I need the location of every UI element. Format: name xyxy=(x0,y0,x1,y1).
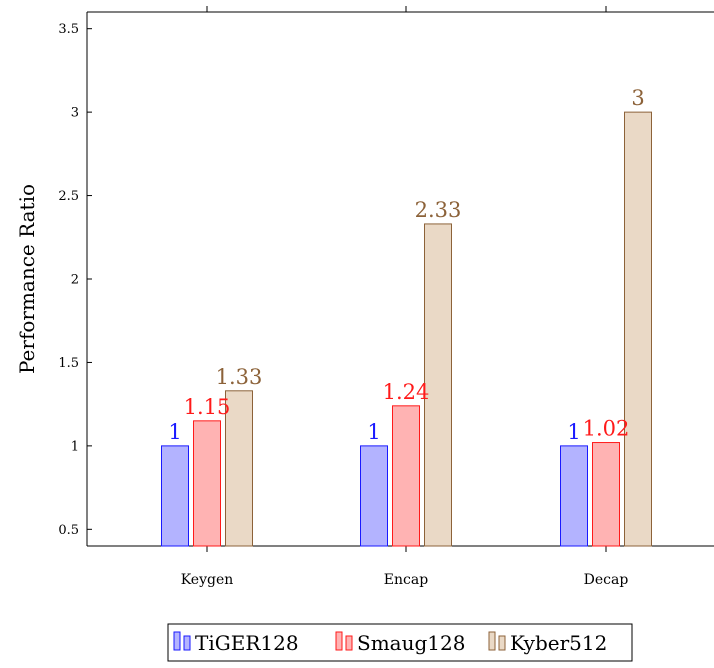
legend-label-smaug128: Smaug128 xyxy=(357,631,465,655)
x-tick-label: Keygen xyxy=(181,572,234,588)
legend: TiGER128 Smaug128 Kyber512 xyxy=(167,623,633,662)
legend-box xyxy=(167,623,633,662)
bar-kyber512-encap xyxy=(424,223,452,547)
data-label-smaug128-encap: 1.24 xyxy=(383,380,430,404)
legend-label-kyber512: Kyber512 xyxy=(510,631,607,655)
data-label-smaug128-keygen: 1.15 xyxy=(184,395,231,419)
data-label-tiger128-keygen: 1 xyxy=(168,420,181,444)
bar-kyber512-decap xyxy=(624,111,652,547)
y-tick-label: 1.5 xyxy=(58,356,79,371)
y-tick-label: 2.5 xyxy=(58,189,79,204)
bar-smaug128-decap xyxy=(592,442,620,547)
x-tick-label: Encap xyxy=(384,572,428,588)
data-label-tiger128-decap: 1 xyxy=(567,420,580,444)
legend-swatch-smaug128 xyxy=(345,635,353,651)
legend-swatch-kyber512 xyxy=(488,631,496,651)
legend-swatch-smaug128 xyxy=(335,631,343,651)
bar-smaug128-keygen xyxy=(193,420,221,547)
y-tick-label: 3.5 xyxy=(58,22,79,37)
data-label-smaug128-decap: 1.02 xyxy=(583,417,630,441)
y-tick-label: 2 xyxy=(71,273,79,288)
data-label-tiger128-encap: 1 xyxy=(367,420,380,444)
category-labels: Keygen Encap Decap xyxy=(181,572,629,588)
y-tick-label: 1 xyxy=(71,439,79,454)
bar-tiger128-encap xyxy=(360,445,388,547)
legend-label-tiger128: TiGER128 xyxy=(195,631,299,655)
y-axis-title: Performance Ratio xyxy=(15,184,39,374)
legend-swatch-tiger128 xyxy=(173,631,181,651)
data-label-kyber512-encap: 2.33 xyxy=(415,198,462,222)
y-tick-label: 3 xyxy=(71,106,79,121)
y-tick-label: 0.5 xyxy=(58,523,79,538)
bar-kyber512-keygen xyxy=(225,390,253,547)
data-label-kyber512-keygen: 1.33 xyxy=(216,365,263,389)
bar-tiger128-decap xyxy=(560,445,588,547)
bar-tiger128-keygen xyxy=(161,445,189,547)
x-tick-label: Decap xyxy=(584,572,629,588)
bars xyxy=(161,111,652,547)
data-label-kyber512-decap: 3 xyxy=(631,86,644,110)
legend-swatch-tiger128 xyxy=(183,635,191,651)
y-axis-ticks: 0.5 1 1.5 2 2.5 3 3.5 xyxy=(58,22,92,538)
legend-swatch-kyber512 xyxy=(498,635,506,651)
bar-smaug128-encap xyxy=(392,405,420,547)
